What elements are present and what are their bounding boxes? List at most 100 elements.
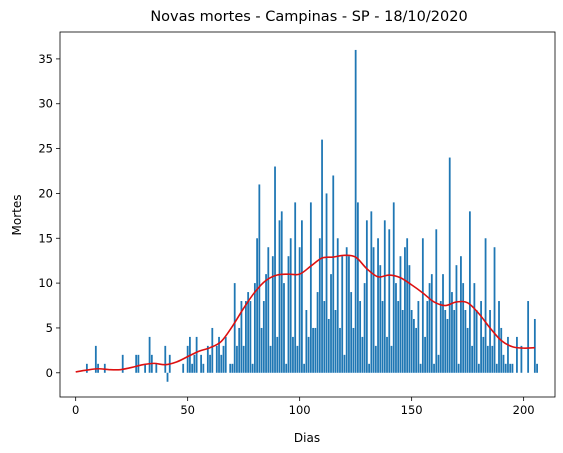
bar bbox=[348, 256, 350, 373]
bar bbox=[332, 175, 335, 373]
bar bbox=[312, 327, 314, 373]
bar bbox=[498, 301, 500, 373]
bar bbox=[211, 327, 214, 373]
bar bbox=[536, 363, 538, 373]
bar bbox=[202, 363, 205, 373]
bar bbox=[224, 336, 227, 373]
bar bbox=[527, 301, 530, 373]
bar bbox=[186, 345, 189, 373]
bar bbox=[392, 202, 395, 373]
bar bbox=[267, 247, 270, 373]
bar bbox=[229, 363, 232, 373]
bar bbox=[350, 292, 353, 373]
bar bbox=[94, 345, 97, 373]
bar bbox=[408, 265, 411, 373]
x-axis-label: Dias bbox=[294, 431, 320, 445]
bar bbox=[258, 184, 261, 373]
bar bbox=[245, 301, 247, 373]
x-tick-label: 50 bbox=[180, 403, 195, 417]
bar bbox=[504, 363, 507, 373]
y-axis-ticks: 0 5 10 15 20 25 30 35 bbox=[38, 52, 60, 380]
bar bbox=[195, 336, 198, 373]
bar bbox=[256, 238, 258, 373]
bar bbox=[334, 310, 337, 373]
bar bbox=[495, 363, 498, 373]
bar bbox=[316, 292, 319, 373]
bar bbox=[249, 301, 252, 373]
bar bbox=[280, 211, 283, 373]
bar bbox=[193, 354, 196, 373]
bar bbox=[242, 345, 245, 373]
x-tick-label: 0 bbox=[72, 403, 79, 417]
bar bbox=[345, 247, 348, 373]
bar bbox=[220, 354, 223, 373]
bar bbox=[144, 363, 147, 373]
bar bbox=[395, 283, 397, 373]
bar bbox=[354, 49, 357, 373]
bar bbox=[477, 363, 480, 373]
bar bbox=[236, 345, 238, 373]
bar bbox=[381, 301, 384, 373]
bar bbox=[238, 327, 241, 373]
bar bbox=[502, 354, 505, 373]
bar bbox=[327, 318, 330, 373]
bar bbox=[276, 336, 279, 373]
bar bbox=[370, 211, 373, 373]
bar bbox=[296, 345, 299, 373]
trend-line bbox=[75, 254, 535, 373]
bar bbox=[222, 345, 225, 373]
bar bbox=[475, 310, 478, 373]
bar bbox=[399, 256, 402, 373]
bar bbox=[155, 363, 158, 373]
bar bbox=[166, 372, 169, 382]
bar bbox=[164, 345, 167, 373]
x-axis-ticks: 0 50 100 150 200 bbox=[72, 397, 535, 417]
bar bbox=[500, 327, 503, 373]
bar bbox=[231, 363, 234, 373]
bar bbox=[200, 354, 202, 373]
bar bbox=[305, 310, 308, 373]
bar bbox=[426, 301, 429, 373]
bar bbox=[191, 363, 194, 373]
bar bbox=[468, 211, 471, 373]
bar bbox=[251, 363, 254, 373]
bar bbox=[363, 283, 366, 373]
bar bbox=[455, 265, 458, 373]
bar bbox=[206, 345, 209, 373]
bar bbox=[352, 327, 355, 373]
bar bbox=[493, 247, 496, 373]
bar bbox=[421, 238, 424, 373]
bar bbox=[233, 283, 236, 373]
bar bbox=[285, 363, 288, 373]
bar bbox=[325, 193, 328, 373]
bar bbox=[444, 310, 447, 373]
bar bbox=[135, 354, 138, 373]
bar bbox=[390, 345, 393, 373]
bar bbox=[417, 301, 420, 373]
bar bbox=[509, 363, 512, 373]
chart-title: Novas mortes - Campinas - SP - 18/10/202… bbox=[150, 9, 467, 25]
x-tick-label: 200 bbox=[513, 403, 535, 417]
y-tick-label: 0 bbox=[46, 366, 53, 380]
bar bbox=[520, 345, 523, 373]
plot-frame bbox=[59, 31, 556, 398]
bar-series bbox=[85, 49, 538, 382]
bar bbox=[85, 363, 88, 373]
bar bbox=[435, 229, 438, 373]
bar bbox=[464, 310, 467, 373]
bar bbox=[466, 327, 469, 373]
bar bbox=[442, 274, 444, 373]
bar bbox=[428, 283, 431, 373]
bar bbox=[301, 220, 303, 373]
bar bbox=[511, 363, 514, 373]
y-tick-label: 30 bbox=[38, 97, 53, 111]
bar bbox=[533, 318, 536, 373]
bar bbox=[365, 220, 368, 373]
bar bbox=[437, 354, 440, 373]
bar bbox=[379, 265, 382, 373]
y-axis-label: Mortes bbox=[10, 195, 24, 236]
plot-area bbox=[60, 32, 555, 397]
bar bbox=[253, 283, 256, 373]
bar bbox=[451, 292, 453, 373]
bar bbox=[292, 336, 294, 373]
